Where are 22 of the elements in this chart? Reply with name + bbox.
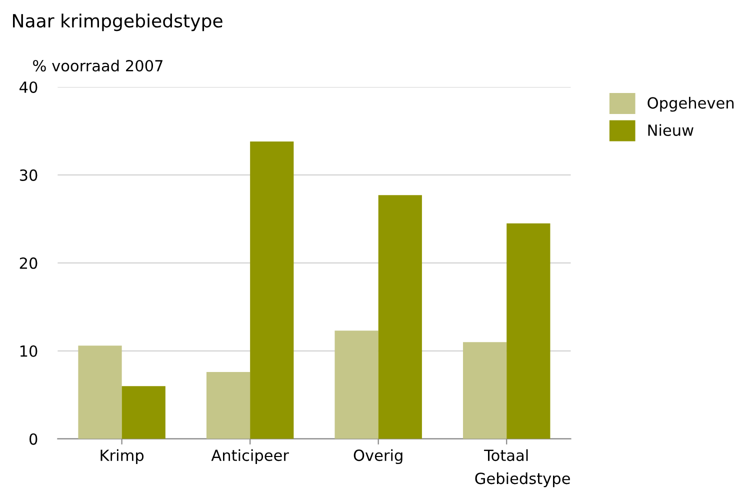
bar xyxy=(78,346,122,439)
y-tick-label: 20 xyxy=(20,257,38,269)
bar xyxy=(122,386,166,439)
bar xyxy=(334,330,378,439)
bar xyxy=(462,342,507,439)
x-tick-label: Anticipeer xyxy=(211,449,289,464)
y-tick-label: 0 xyxy=(30,433,38,445)
x-tick-label: Krimp xyxy=(100,449,144,464)
bar xyxy=(378,195,422,439)
bar xyxy=(250,142,294,439)
y-tick-label: 10 xyxy=(20,345,38,357)
bar xyxy=(206,372,250,439)
legend-label: Opgeheven xyxy=(648,96,734,112)
x-tick-label: Totaal xyxy=(484,449,528,462)
y-tick-label: 30 xyxy=(20,169,38,181)
chart-title: Naar krimpgebiedstype xyxy=(13,14,222,32)
legend-label: Nieuw xyxy=(648,124,694,136)
x-axis-title: Gebiedstype xyxy=(475,472,570,488)
y-axis-title: % voorraad 2007 xyxy=(33,60,162,72)
y-tick-label: 40 xyxy=(20,81,38,93)
bar xyxy=(506,223,550,439)
x-tick-label: Overig xyxy=(354,449,402,464)
